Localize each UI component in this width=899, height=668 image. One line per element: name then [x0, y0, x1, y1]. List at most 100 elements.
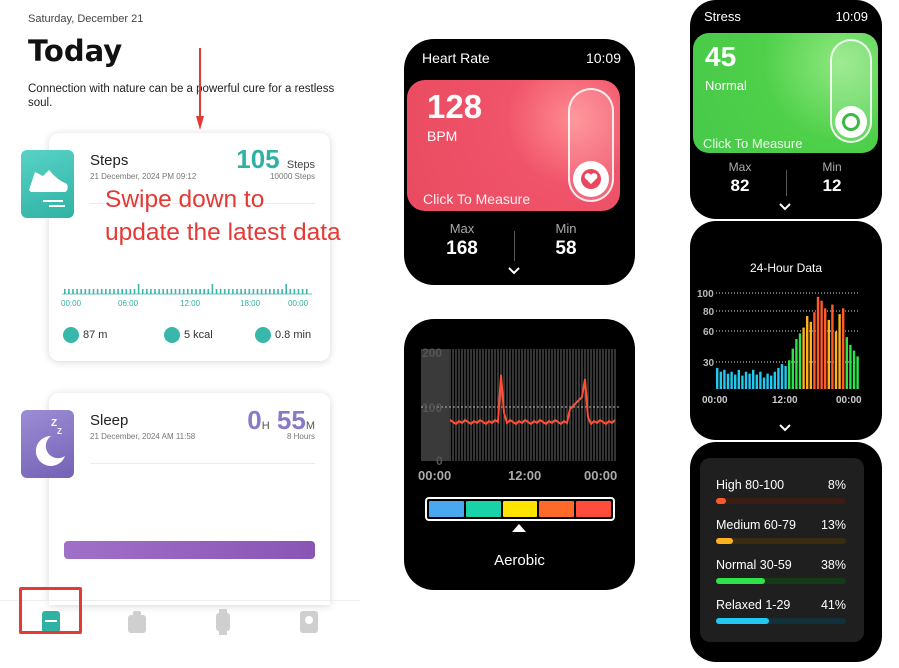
- sleep-card[interactable]: Sleep 21 December, 2024 AM 11:58 0H 55M …: [49, 393, 330, 605]
- hr-slider-knob[interactable]: [573, 161, 609, 197]
- daily-quote: Connection with nature can be a powerful…: [28, 83, 335, 109]
- activity-icon[interactable]: [126, 609, 148, 635]
- hr-measure-panel[interactable]: 128 BPM Click To Measure: [407, 80, 620, 211]
- steps-bar: [289, 289, 292, 294]
- watch-icon[interactable]: [212, 609, 234, 635]
- page-title: Today: [28, 34, 123, 68]
- steps-bar: [240, 289, 242, 294]
- stress-min: Min 12: [812, 160, 852, 196]
- hr-series-line: [449, 374, 616, 426]
- stat-distance: 87 m: [63, 327, 107, 343]
- s24-bar: [802, 327, 805, 389]
- sleep-timestamp: 21 December, 2024 AM 11:58: [90, 432, 196, 441]
- home-card-icon[interactable]: [40, 609, 62, 635]
- chevron-down-icon[interactable]: [778, 424, 792, 432]
- s24-bar: [788, 360, 791, 389]
- s24-bar: [824, 308, 827, 389]
- dist-fill-normal: [716, 578, 766, 584]
- steps-bar: [84, 289, 87, 294]
- steps-bar: [281, 289, 283, 294]
- steps-axis-4: 00:00: [288, 299, 309, 308]
- stress-value: 45: [705, 41, 737, 72]
- sleep-stage-bar: [64, 541, 315, 559]
- s24-bar: [838, 314, 841, 389]
- dist-row-normal: Normal 30-59 38%: [716, 558, 846, 588]
- stat-duration: 0.8 min: [255, 327, 311, 343]
- dist-track-medium: [716, 538, 846, 544]
- steps-bar: [64, 289, 66, 294]
- steps-bar: [100, 289, 103, 294]
- steps-bar: [256, 289, 259, 294]
- steps-card[interactable]: Steps 21 December, 2024 PM 09:12 105 Ste…: [49, 133, 330, 361]
- dist-pct-high: 8%: [827, 478, 846, 492]
- hr-xtick-2: 00:00: [584, 468, 617, 483]
- steps-bar: [195, 289, 197, 294]
- svg-text:Z: Z: [57, 427, 62, 436]
- stress-measure-panel[interactable]: 45 Normal Click To Measure: [693, 33, 878, 153]
- current-date: Saturday, December 21: [28, 13, 144, 25]
- dist-pct-normal: 38%: [820, 558, 846, 572]
- chevron-down-icon[interactable]: [778, 203, 792, 211]
- stress-max-label: Max: [728, 160, 752, 174]
- hr-zone-bar: [425, 497, 615, 521]
- profile-icon[interactable]: [298, 609, 320, 635]
- steps-bar: [293, 289, 296, 294]
- hr-slider-toggle[interactable]: [568, 88, 614, 202]
- steps-bar: [113, 289, 115, 294]
- stress-slider-toggle[interactable]: [830, 39, 872, 143]
- s24-xtick-2: 00:00: [836, 395, 862, 406]
- hr-xtick-0: 00:00: [418, 468, 451, 483]
- steps-bar: [158, 289, 160, 294]
- steps-count: 105: [236, 144, 280, 174]
- distance-value: 87 m: [83, 329, 108, 341]
- s24-bar: [752, 369, 755, 389]
- zone-3: [502, 501, 538, 517]
- steps-unit: Steps: [286, 159, 315, 171]
- s24-bar: [791, 348, 794, 389]
- svg-text:Z: Z: [51, 418, 57, 429]
- dist-fill-medium: [716, 538, 733, 544]
- stress-level: Normal: [705, 78, 747, 93]
- phone-app-screen: Saturday, December 21 Today Connection w…: [0, 0, 360, 668]
- stress-measure-button[interactable]: Click To Measure: [703, 136, 803, 151]
- stress-distribution-panel: High 80-100 8% Medium 60-79 13% Normal 3…: [700, 458, 864, 642]
- s24-bar: [809, 321, 812, 389]
- steps-badge: [21, 150, 74, 218]
- hr-measure-button[interactable]: Click To Measure: [423, 191, 531, 207]
- steps-bar: [203, 289, 205, 294]
- arrow-down-icon: [196, 48, 204, 130]
- steps-bar: [182, 289, 185, 294]
- steps-axis-3: 18:00: [240, 299, 261, 308]
- steps-hourly-chart: 00:00 06:00 12:00 18:00 00:00: [61, 284, 312, 308]
- watch-heart-rate: Heart Rate 10:09 128 BPM Click To Measur…: [404, 39, 635, 285]
- target-icon: [842, 113, 860, 131]
- dist-pct-medium: 13%: [820, 518, 846, 532]
- chevron-down-icon[interactable]: [507, 267, 521, 275]
- steps-bar: [105, 289, 107, 294]
- dist-track-relaxed: [716, 618, 846, 624]
- sleep-goal: 8 Hours: [286, 432, 315, 441]
- steps-bar: [260, 289, 263, 294]
- hr-xtick-1: 12:00: [508, 468, 541, 483]
- s24-bar: [856, 356, 859, 389]
- s24-bar: [820, 300, 823, 389]
- steps-bar: [297, 289, 300, 294]
- s24-bar: [795, 339, 798, 389]
- hr-min: Min 58: [546, 221, 586, 260]
- steps-bar: [252, 289, 255, 294]
- zone-4: [539, 501, 575, 517]
- steps-goal: 10000 Steps: [270, 172, 315, 181]
- steps-bar: [154, 289, 156, 294]
- s24-bar: [773, 371, 776, 389]
- dist-fill-high: [716, 498, 727, 504]
- steps-bar: [150, 289, 152, 294]
- stress-slider-knob[interactable]: [835, 106, 867, 138]
- steps-bar: [137, 284, 140, 294]
- steps-bar: [96, 289, 99, 294]
- s24-bar: [834, 331, 838, 389]
- steps-bar: [178, 289, 181, 294]
- watch-stress: Stress 10:09 45 Normal Click To Measure …: [690, 0, 882, 219]
- steps-axis-2: 12:00: [180, 299, 201, 308]
- s24-bar: [849, 344, 852, 389]
- s24-bar: [719, 371, 722, 389]
